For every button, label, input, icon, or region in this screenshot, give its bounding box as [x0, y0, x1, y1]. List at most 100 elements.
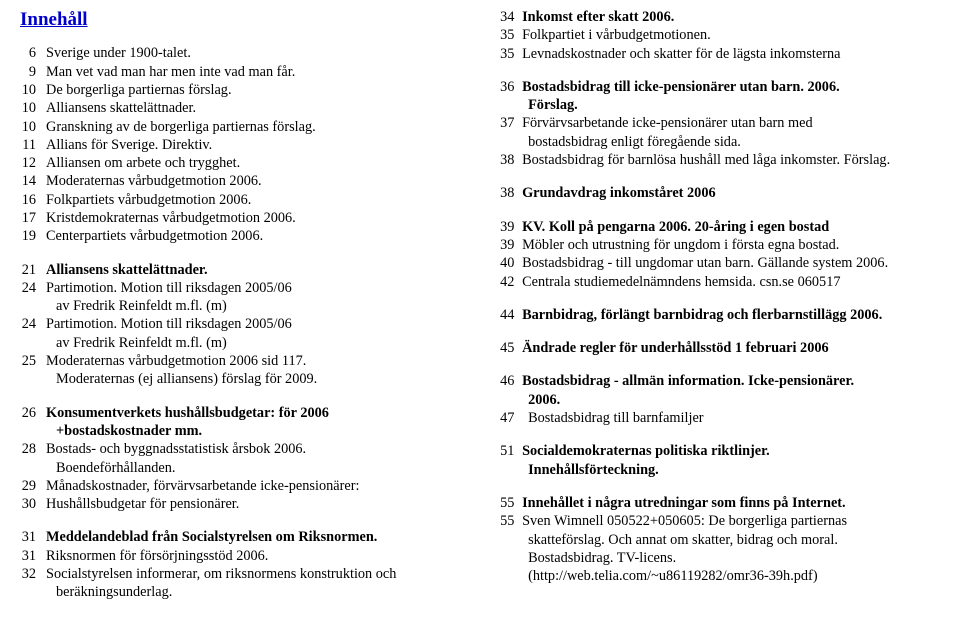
toc-heading: 31 Meddelandeblad från Socialstyrelsen o…	[20, 528, 482, 546]
toc-text: Centrala studiemedelnämndens hemsida. cs…	[522, 273, 840, 291]
toc-num: 46	[500, 372, 522, 390]
toc-num: 10	[20, 118, 46, 136]
toc-heading: 38 Grundavdrag inkomståret 2006	[500, 184, 944, 202]
toc-entry: 24Partimotion. Motion till riksdagen 200…	[20, 279, 482, 297]
toc-heading-cont: 2006.	[500, 391, 944, 409]
toc-num: 17	[20, 209, 46, 227]
toc-text: Meddelandeblad från Socialstyrelsen om R…	[46, 528, 377, 546]
toc-text: Riksnormen för försörjningsstöd 2006.	[46, 547, 268, 565]
toc-num: 47	[500, 409, 528, 427]
toc-text: Bostadsbidrag för barnlösa hushåll med l…	[522, 151, 890, 169]
toc-text: Ändrade regler för underhållsstöd 1 febr…	[522, 339, 829, 357]
toc-entry: 30Hushållsbudgetar för pensionärer.	[20, 495, 482, 513]
toc-entry: 16Folkpartiets vårbudgetmotion 2006.	[20, 191, 482, 209]
toc-text: Sven Wimnell 050522+050605: De borgerlig…	[522, 512, 847, 530]
toc-text: Socialdemokraternas politiska riktlinjer…	[522, 442, 770, 460]
toc-num: 28	[20, 440, 46, 458]
toc-text: Levnadskostnader och skatter för de lägs…	[522, 45, 840, 63]
toc-entry: 32Socialstyrelsen informerar, om riksnor…	[20, 565, 482, 583]
toc-entry: 38Bostadsbidrag för barnlösa hushåll med…	[500, 151, 944, 169]
toc-entry: 29Månadskostnader, förvärvsarbetande ick…	[20, 477, 482, 495]
toc-num: 12	[20, 154, 46, 172]
toc-entry: 24Partimotion. Motion till riksdagen 200…	[20, 315, 482, 333]
toc-num: 39	[500, 218, 522, 236]
toc-heading: 55 Innehållet i några utredningar som fi…	[500, 494, 944, 512]
toc-text: Bostads- och byggnadsstatistisk årsbok 2…	[46, 440, 306, 458]
toc-text: Partimotion. Motion till riksdagen 2005/…	[46, 315, 292, 333]
toc-num: 29	[20, 477, 46, 495]
toc-num: 6	[20, 44, 46, 62]
toc-heading: 39 KV. Koll på pengarna 2006. 20-åring i…	[500, 218, 944, 236]
toc-section-6: 45 Ändrade regler för underhållsstöd 1 f…	[500, 339, 944, 357]
toc-num: 38	[500, 184, 522, 202]
toc-section-1: 34 Inkomst efter skatt 2006. 35Folkparti…	[500, 8, 944, 63]
toc-text: Folkpartiet i vårbudgetmotionen.	[522, 26, 711, 44]
toc-num: 38	[500, 151, 522, 169]
toc-heading: 44 Barnbidrag, förlängt barnbidrag och f…	[500, 306, 944, 324]
toc-entry: 39Möbler och utrustning för ungdom i för…	[500, 236, 944, 254]
toc-num: 32	[20, 565, 46, 583]
toc-text: Alliansen om arbete och trygghet.	[46, 154, 240, 172]
toc-num: 30	[20, 495, 46, 513]
toc-heading: 36 Bostadsbidrag till icke-pensionärer u…	[500, 78, 944, 96]
toc-section-4: 39 KV. Koll på pengarna 2006. 20-åring i…	[500, 218, 944, 291]
toc-num: 34	[500, 8, 522, 26]
left-column: Innehåll 6Sverige under 1900-talet. 9Man…	[20, 8, 482, 610]
toc-num: 10	[20, 99, 46, 117]
toc-text: Moderaternas vårbudgetmotion 2006.	[46, 172, 262, 190]
toc-num: 42	[500, 273, 522, 291]
toc-num: 55	[500, 494, 522, 512]
toc-heading: 34 Inkomst efter skatt 2006.	[500, 8, 944, 26]
toc-text: Bostadsbidrag - allmän information. Icke…	[522, 372, 854, 390]
toc-num: 40	[500, 254, 522, 272]
toc-num: 35	[500, 26, 522, 44]
toc-text: Förvärvsarbetande icke-pensionärer utan …	[522, 114, 813, 132]
toc-num: 25	[20, 352, 46, 370]
toc-entry: 28Bostads- och byggnadsstatistisk årsbok…	[20, 440, 482, 458]
toc-text: Hushållsbudgetar för pensionärer.	[46, 495, 239, 513]
toc-num: 9	[20, 63, 46, 81]
toc-text: Bostadsbidrag - till ungdomar utan barn.…	[522, 254, 888, 272]
toc-text: Alliansens skattelättnader.	[46, 261, 208, 279]
toc-heading-cont: Förslag.	[500, 96, 944, 114]
toc-entry: 55Sven Wimnell 050522+050605: De borgerl…	[500, 512, 944, 530]
toc-text-cont: av Fredrik Reinfeldt m.fl. (m)	[20, 334, 482, 352]
toc-heading-cont: +bostadskostnader mm.	[20, 422, 482, 440]
toc-text-cont: av Fredrik Reinfeldt m.fl. (m)	[20, 297, 482, 315]
toc-entry: 47Bostadsbidrag till barnfamiljer	[500, 409, 944, 427]
toc-num: 24	[20, 279, 46, 297]
toc-num: 14	[20, 172, 46, 190]
toc-num: 51	[500, 442, 522, 460]
toc-text: Kristdemokraternas vårbudgetmotion 2006.	[46, 209, 296, 227]
toc-num: 10	[20, 81, 46, 99]
toc-section-8: 51 Socialdemokraternas politiska riktlin…	[500, 442, 944, 479]
toc-num: 37	[500, 114, 522, 132]
toc-entry: 31Riksnormen för försörjningsstöd 2006.	[20, 547, 482, 565]
toc-text: Centerpartiets vårbudgetmotion 2006.	[46, 227, 263, 245]
toc-num: 19	[20, 227, 46, 245]
toc-entry: 42Centrala studiemedelnämndens hemsida. …	[500, 273, 944, 291]
toc-text: De borgerliga partiernas förslag.	[46, 81, 232, 99]
toc-num: 45	[500, 339, 522, 357]
toc-num: 21	[20, 261, 46, 279]
toc-text: Moderaternas vårbudgetmotion 2006 sid 11…	[46, 352, 306, 370]
toc-num: 31	[20, 547, 46, 565]
toc-text: KV. Koll på pengarna 2006. 20-åring i eg…	[522, 218, 829, 236]
toc-text: Allians för Sverige. Direktiv.	[46, 136, 212, 154]
toc-text-cont: bostadsbidrag enligt föregående sida.	[500, 133, 944, 151]
toc-num: 39	[500, 236, 522, 254]
toc-text: Möbler och utrustning för ungdom i först…	[522, 236, 839, 254]
toc-text-cont: beräkningsunderlag.	[20, 583, 482, 601]
toc-entry: 35Levnadskostnader och skatter för de lä…	[500, 45, 944, 63]
toc-text: Folkpartiets vårbudgetmotion 2006.	[46, 191, 251, 209]
toc-section-2: 36 Bostadsbidrag till icke-pensionärer u…	[500, 78, 944, 169]
toc-text: Grundavdrag inkomståret 2006	[522, 184, 716, 202]
toc-num: 55	[500, 512, 522, 530]
toc-text: Sverige under 1900-talet.	[46, 44, 191, 62]
toc-num: 31	[20, 528, 46, 546]
toc-entry: 10Granskning av de borgerliga partiernas…	[20, 118, 482, 136]
toc-entry: 11Allians för Sverige. Direktiv.	[20, 136, 482, 154]
toc-num: 11	[20, 136, 46, 154]
toc-entry: 12Alliansen om arbete och trygghet.	[20, 154, 482, 172]
toc-section-7: 46 Bostadsbidrag - allmän information. I…	[500, 372, 944, 427]
